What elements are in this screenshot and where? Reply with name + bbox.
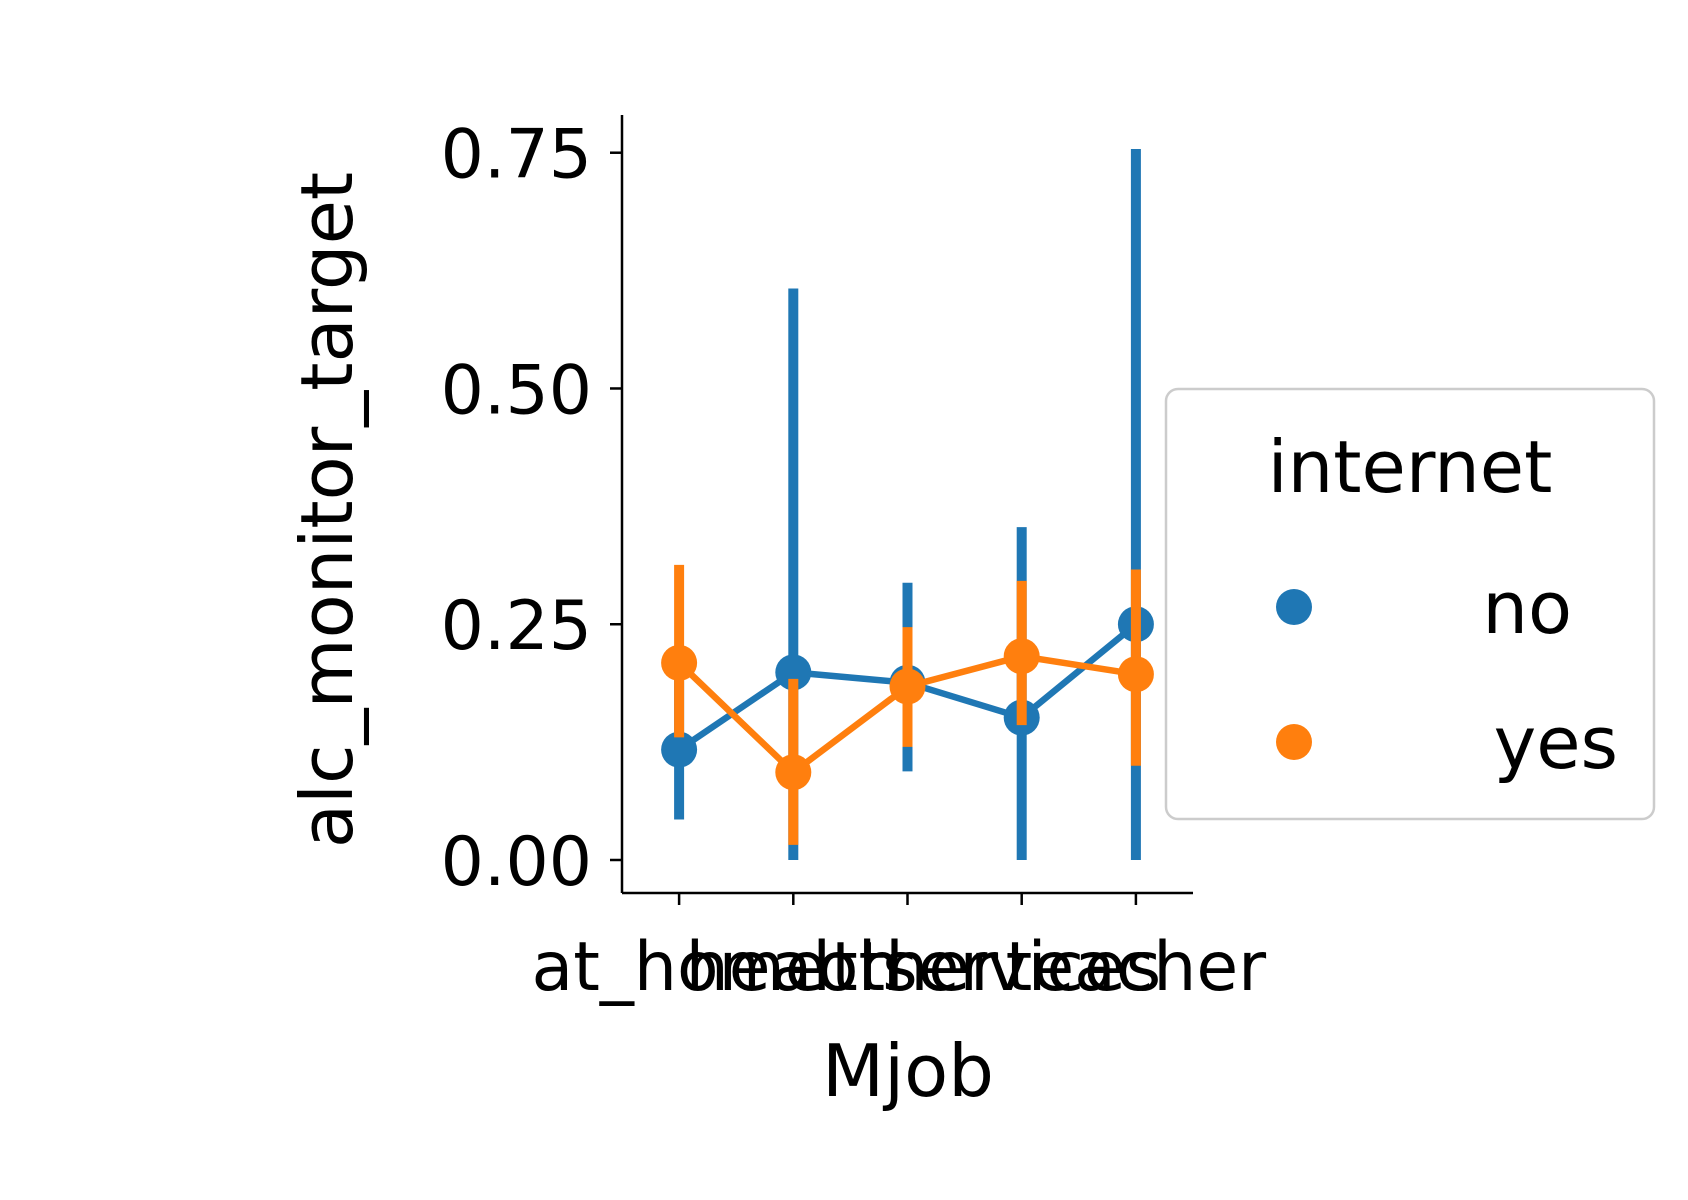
data-point: [775, 754, 812, 791]
axes: 0.00 0.25 0.50 0.75 at_homehealthotherservic…: [441, 115, 1266, 1007]
data-point: [1117, 656, 1154, 693]
x-tick-label: services: [882, 928, 1161, 1007]
y-tick-label: 0.00: [441, 823, 592, 902]
y-axis-title: alc_monitor_target: [285, 172, 369, 848]
data-point: [661, 644, 698, 681]
data-point: [1003, 638, 1040, 675]
y-tick-label: 0.50: [441, 351, 592, 430]
y-tick-label: 0.25: [441, 587, 592, 666]
legend-title: internet: [1268, 425, 1553, 509]
legend-marker-yes: [1276, 724, 1312, 760]
data-point: [661, 731, 698, 768]
series-yes: [661, 564, 1154, 845]
data-point: [775, 654, 812, 691]
plot-area: [661, 148, 1154, 860]
x-tick-label: health: [686, 928, 901, 1007]
x-tick-label: other: [817, 928, 998, 1007]
x-axis-title: Mjob: [822, 1029, 994, 1113]
legend-marker-no: [1276, 589, 1312, 625]
data-point: [889, 668, 926, 705]
legend-label-no: no: [1482, 566, 1572, 650]
x-tick-label: at_home: [532, 928, 827, 1007]
legend-frame: [1164, 387, 1656, 821]
y-tick-label: 0.75: [441, 116, 592, 195]
legend: internet no yes: [1164, 387, 1656, 821]
x-tick-label: teacher: [1006, 928, 1266, 1007]
legend-label-yes: yes: [1494, 701, 1618, 785]
series-no: [661, 148, 1154, 860]
